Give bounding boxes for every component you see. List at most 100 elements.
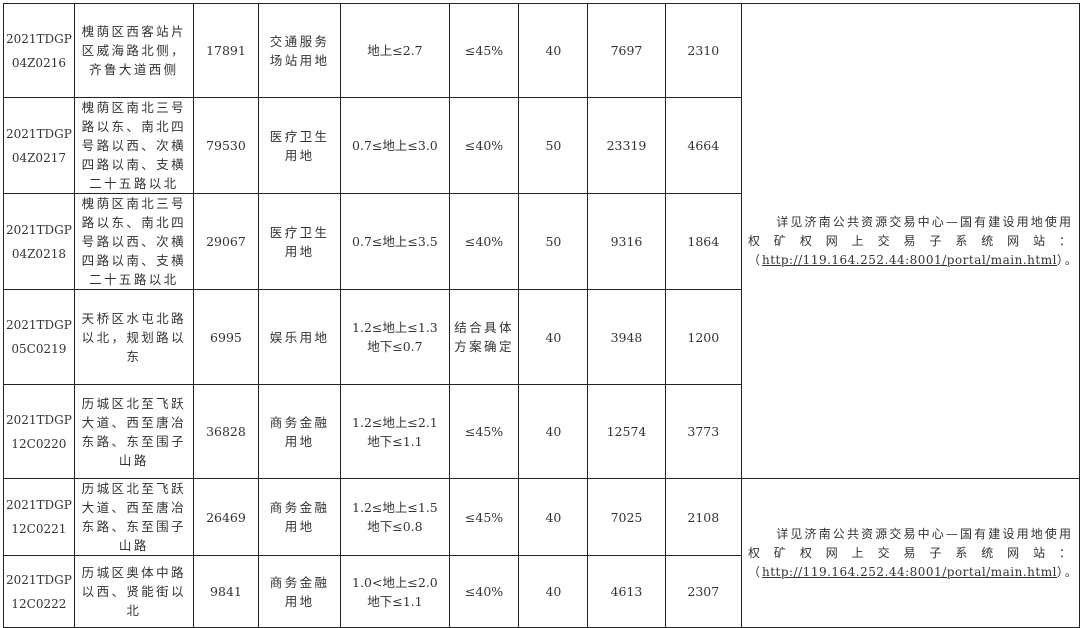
start-price-cell: 3773 — [664, 384, 742, 479]
term-years-cell: 40 — [518, 289, 589, 385]
deposit-cell: 3948 — [587, 289, 666, 385]
green-ratio-cell: ≤45% — [448, 3, 520, 98]
table-row: 2021TDGP 04Z0217 槐荫区南北三号路以东、南北四号路以西、次横四路以南… — [3, 97, 1080, 194]
land-parcel-table: 2021TDGP 04Z0216 槐荫区西客站片区威海路北侧，齐鲁大道西侧 17891… — [3, 3, 1080, 628]
parcel-id-prefix: 2021TDGP — [6, 222, 72, 237]
plot-ratio-cell: 地上≤2.7 — [340, 3, 450, 98]
parcel-id-cell: 2021TDGP 12C0220 — [3, 384, 75, 479]
table-row: 2021TDGP 05C0219 天桥区水屯北路以北，规划路以东 6995 娱乐用地 1.… — [3, 289, 1080, 385]
start-price-value: 3773 — [687, 424, 720, 439]
land-use-cell: 商务金融用地 — [258, 384, 342, 479]
plot-ratio-above: 1.2≤地上≤1.3 — [352, 320, 438, 335]
plot-ratio-above: 1.0<地上≤2.0 — [352, 574, 438, 590]
plot-ratio-below: 地下≤1.1 — [367, 593, 423, 609]
green-ratio-value: ≤40% — [464, 138, 504, 153]
area-value: 9841 — [210, 584, 242, 599]
plot-ratio-above: 1.2≤地上≤1.5 — [352, 500, 438, 515]
deposit-value: 9316 — [610, 234, 643, 249]
parcel-id-cell: 2021TDGP 04Z0218 — [3, 193, 75, 290]
parcel-id-prefix: 2021TDGP — [6, 126, 72, 141]
plot-ratio-above: 0.7≤地上≤3.5 — [352, 234, 438, 249]
location-cell: 历城区奥体中路以西、贤能街以北 — [73, 555, 194, 628]
location-cell: 历城区北至飞跃大道、西至唐冶东路、东至围子山路 — [73, 384, 194, 479]
plot-ratio-above: 1.2≤地上≤2.1 — [352, 414, 438, 430]
start-price-value: 2307 — [687, 584, 720, 599]
plot-ratio-cell: 0.7≤地上≤3.0 — [340, 97, 450, 194]
parcel-id-cell: 2021TDGP 05C0219 — [3, 289, 75, 385]
deposit-cell: 7025 — [587, 478, 666, 556]
location-cell: 槐荫区西客站片区威海路北侧，齐鲁大道西侧 — [73, 3, 194, 98]
parcel-id-prefix: 2021TDGP — [6, 31, 72, 46]
land-use-cell: 商务金融用地 — [258, 555, 342, 628]
start-price-value: 1200 — [687, 329, 720, 345]
green-ratio-cell: 结合具体方案确定 — [448, 289, 520, 385]
land-use-text: 商务金融用地 — [269, 574, 330, 609]
plot-ratio-below: 地下≤1.1 — [367, 433, 423, 449]
portal-link[interactable]: http://119.164.252.44:8001/portal/main.h… — [762, 252, 1057, 267]
area-value: 79530 — [206, 138, 246, 153]
green-ratio-value: ≤45% — [464, 424, 504, 439]
parcel-id-suffix: 12C0221 — [11, 522, 67, 536]
deposit-cell: 23319 — [587, 97, 666, 194]
deposit-value: 12574 — [606, 424, 647, 439]
plot-ratio-cell: 1.2≤地上≤2.1 地下≤1.1 — [340, 384, 450, 479]
start-price-value: 2108 — [687, 509, 720, 525]
area-cell: 6995 — [192, 289, 260, 385]
deposit-cell: 9316 — [587, 193, 666, 290]
plot-ratio-cell: 1.0<地上≤2.0 地下≤1.1 — [340, 555, 450, 628]
table-row: 2021TDGP 12C0221 历城区北至飞跃大道、西至唐冶东路、东至围子山路 26… — [3, 478, 1080, 628]
notes-text: 详见济南公共资源交易中心—国有建设用地使用权矿权网上交易子系统网站：（ — [747, 526, 1073, 579]
land-use-text: 商务金融用地 — [269, 500, 330, 534]
deposit-value: 23319 — [606, 138, 647, 153]
green-ratio-cell: ≤40% — [448, 97, 520, 194]
area-cell: 17891 — [192, 3, 260, 98]
location-text: 槐荫区南北三号路以东、南北四号路以西、次横四路以南、支横二十五路以北 — [81, 100, 186, 191]
parcel-id-prefix: 2021TDGP — [6, 318, 72, 332]
area-value: 29067 — [206, 234, 246, 249]
term-years-value: 50 — [545, 234, 562, 249]
start-price-value: 4664 — [687, 138, 720, 153]
parcel-id-suffix: 04Z0217 — [11, 150, 66, 165]
term-years-cell: 40 — [518, 555, 589, 628]
parcel-id-cell: 2021TDGP 04Z0216 — [3, 3, 75, 98]
location-cell: 历城区北至飞跃大道、西至唐冶东路、东至围子山路 — [73, 478, 194, 556]
area-value: 36828 — [206, 424, 246, 439]
land-use-cell: 娱乐用地 — [258, 289, 342, 385]
plot-ratio-above: 0.7≤地上≤3.0 — [352, 138, 438, 153]
location-text: 历城区北至飞跃大道、西至唐冶东路、东至围子山路 — [81, 481, 186, 553]
plot-ratio-cell: 1.2≤地上≤1.5 地下≤0.8 — [340, 478, 450, 556]
area-cell: 36828 — [192, 384, 260, 479]
parcel-id-suffix: 12C0220 — [11, 436, 67, 451]
location-cell: 天桥区水屯北路以北，规划路以东 — [73, 289, 194, 385]
area-value: 17891 — [206, 43, 246, 58]
parcel-id-cell: 2021TDGP 12C0221 — [3, 478, 75, 556]
land-use-cell: 交通服务场站用地 — [258, 3, 342, 98]
parcel-id-cell: 2021TDGP 04Z0217 — [3, 97, 75, 194]
parcel-id-suffix: 04Z0216 — [11, 55, 66, 70]
term-years-value: 40 — [545, 584, 562, 599]
deposit-cell: 7697 — [587, 3, 666, 98]
location-text: 历城区奥体中路以西、贤能街以北 — [81, 565, 186, 618]
plot-ratio-below: 地下≤0.8 — [367, 519, 423, 534]
area-value: 26469 — [206, 509, 246, 525]
green-ratio-value: 结合具体方案确定 — [454, 320, 514, 354]
green-ratio-cell: ≤40% — [448, 193, 520, 290]
start-price-cell: 1864 — [664, 193, 742, 290]
land-use-text: 医疗卫生用地 — [269, 128, 330, 163]
deposit-value: 7025 — [610, 509, 643, 525]
start-price-cell: 2108 — [664, 478, 742, 556]
term-years-value: 50 — [545, 138, 562, 153]
plot-ratio-below: 地下≤0.7 — [367, 339, 423, 354]
green-ratio-cell: ≤45% — [448, 384, 520, 479]
parcel-id-suffix: 04Z0218 — [11, 246, 66, 261]
portal-link[interactable]: http://119.164.252.44:8001/portal/main.h… — [762, 564, 1057, 579]
parcel-id-suffix: 12C0222 — [11, 596, 67, 611]
area-cell: 26469 — [192, 478, 260, 556]
parcel-id-cell: 2021TDGP 12C0222 — [3, 555, 75, 628]
plot-ratio-cell: 1.2≤地上≤1.3 地下≤0.7 — [340, 289, 450, 385]
notes-tail: ）。 — [1056, 564, 1079, 579]
parcel-id-prefix: 2021TDGP — [6, 412, 72, 427]
table-row: 2021TDGP 04Z0216 槐荫区西客站片区威海路北侧，齐鲁大道西侧 17891… — [3, 3, 1080, 479]
notes-tail: ）。 — [1056, 252, 1079, 267]
start-price-cell: 2310 — [664, 3, 742, 98]
